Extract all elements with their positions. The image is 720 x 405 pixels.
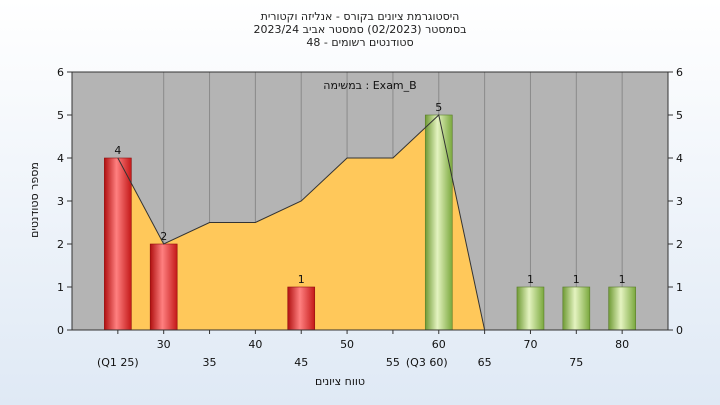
y-tick-label: 2 bbox=[57, 238, 64, 251]
x-tick-label: 65 bbox=[478, 356, 492, 369]
title-line-2: בסמסטר (02/2023) סמסטר אביב 2023/24 bbox=[253, 23, 466, 36]
x-tick-label: 40 bbox=[248, 338, 262, 351]
bar bbox=[104, 157, 132, 331]
y-tick-label: 3 bbox=[57, 195, 64, 208]
x-tick-label: 80 bbox=[615, 338, 629, 351]
y-axis-title: מספר סטודנטים bbox=[28, 162, 41, 238]
y-tick-label-right: 2 bbox=[676, 238, 683, 251]
x-tick-label: 50 bbox=[340, 338, 354, 351]
bar-value-label: 1 bbox=[527, 273, 534, 286]
y-tick-label-right: 1 bbox=[676, 281, 683, 294]
y-tick-label-right: 6 bbox=[676, 66, 683, 79]
chart-title: היסטוגרמת ציונים בקורס - אנליזה וקטורית … bbox=[253, 10, 466, 49]
title-line-3: סטודנטים רשומים - 48 bbox=[306, 36, 413, 49]
bar bbox=[149, 243, 178, 331]
bar-value-label: 1 bbox=[298, 273, 305, 286]
x-tick-label: 55 bbox=[386, 356, 400, 369]
exam-annotation: במשימה : Exam_B bbox=[323, 79, 416, 92]
x-tick-label: 35 bbox=[203, 356, 217, 369]
bar-value-label: 1 bbox=[573, 273, 580, 286]
bar-value-label: 5 bbox=[435, 101, 442, 114]
bar bbox=[424, 114, 453, 331]
y-tick-label-right: 0 bbox=[676, 324, 683, 337]
y-tick-label: 0 bbox=[57, 324, 64, 337]
bar bbox=[608, 286, 636, 331]
y-tick-label: 6 bbox=[57, 66, 64, 79]
bar-value-label: 2 bbox=[160, 230, 167, 243]
bar-value-label: 1 bbox=[619, 273, 626, 286]
bar-value-label: 4 bbox=[114, 144, 121, 157]
title-line-1: היסטוגרמת ציונים בקורס - אנליזה וקטורית bbox=[261, 10, 460, 23]
x-tick-label: 75 bbox=[569, 356, 583, 369]
distribution-outline bbox=[117, 114, 486, 331]
x-tick-label: 60 bbox=[432, 338, 446, 351]
x-tick-label: 45 bbox=[294, 356, 308, 369]
y-tick-label-right: 3 bbox=[676, 195, 683, 208]
x-tick-label: 30 bbox=[157, 338, 171, 351]
x-tick-label: 70 bbox=[523, 338, 537, 351]
y-tick-label: 1 bbox=[57, 281, 64, 294]
y-tick-label-right: 5 bbox=[676, 109, 683, 122]
bar bbox=[516, 286, 545, 331]
bars: 4 2 1 5 1 1 1 bbox=[104, 101, 636, 331]
y-tick-label: 4 bbox=[57, 152, 64, 165]
x-tick-label: (Q1 25) bbox=[97, 356, 139, 369]
y-tick-label: 5 bbox=[57, 109, 64, 122]
y-axis-right: 0 1 2 3 4 5 6 bbox=[668, 66, 683, 337]
x-axis-title: טווח ציונים bbox=[315, 375, 365, 388]
x-tick-label: (Q3 60) bbox=[406, 356, 448, 369]
bar bbox=[562, 286, 591, 331]
distribution-area bbox=[117, 115, 485, 330]
x-axis: 30 40 50 60 70 80 (Q1 25) 35 45 55 (Q3 60) 65 75 bbox=[97, 330, 629, 369]
y-tick-label-right: 4 bbox=[676, 152, 683, 165]
y-axis-left: 0 1 2 3 4 5 6 bbox=[57, 66, 72, 337]
bar bbox=[287, 286, 316, 331]
